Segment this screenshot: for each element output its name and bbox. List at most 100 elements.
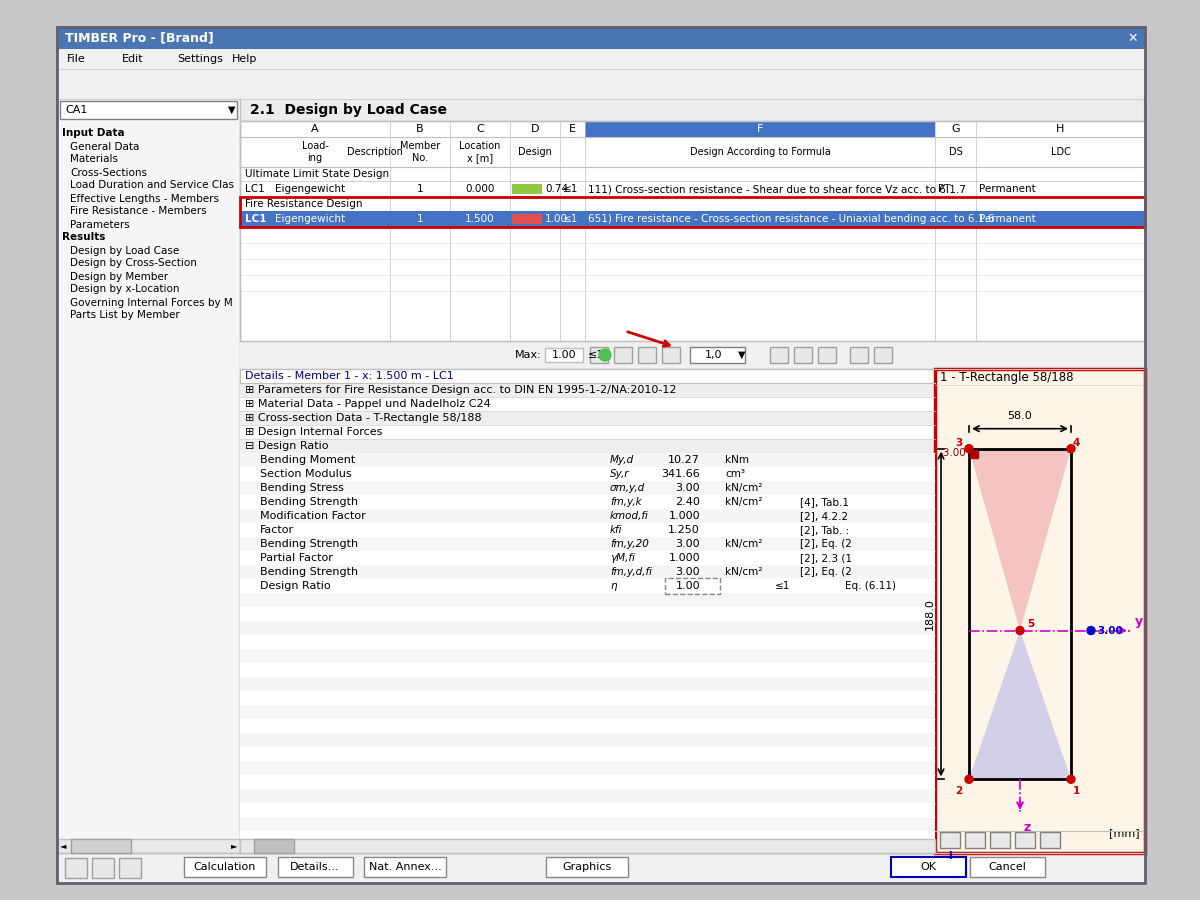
Bar [240, 649, 935, 663]
Text: kN/cm²: kN/cm² [725, 567, 762, 577]
Bar [240, 775, 935, 789]
Bar [240, 523, 935, 537]
Text: 4: 4 [1073, 437, 1080, 447]
Bar [240, 467, 935, 481]
Text: Settings: Settings [178, 54, 223, 64]
Text: Design: Design [518, 147, 552, 157]
Bar [240, 621, 935, 635]
Text: ▼: ▼ [228, 105, 235, 115]
Text: 2: 2 [955, 787, 962, 796]
Bar [240, 259, 1145, 275]
Bar [240, 789, 935, 803]
Text: LC1: LC1 [245, 214, 266, 224]
Bar [590, 347, 608, 363]
Bar [58, 853, 1145, 883]
Text: Input Data: Input Data [62, 129, 125, 139]
Text: ≤1: ≤1 [588, 350, 605, 360]
Text: Parameters: Parameters [70, 220, 130, 230]
Text: [2], Tab. :: [2], Tab. : [800, 525, 850, 535]
Bar [119, 858, 142, 878]
Text: i: i [948, 851, 952, 861]
Bar [240, 817, 935, 831]
Text: 1.000: 1.000 [668, 553, 700, 563]
Text: 2.40: 2.40 [676, 497, 700, 507]
Text: [2], Eq. (2: [2], Eq. (2 [800, 539, 852, 549]
Text: 1.00: 1.00 [552, 350, 576, 360]
Bar [638, 347, 656, 363]
Text: Design by x-Location: Design by x-Location [70, 284, 180, 294]
Bar [240, 453, 935, 467]
Bar [586, 121, 935, 137]
Bar [240, 593, 935, 607]
Bar [240, 243, 1145, 259]
Bar [240, 197, 1145, 211]
Text: γM,fi: γM,fi [610, 553, 635, 563]
Bar [662, 347, 680, 363]
Text: kmod,fi: kmod,fi [610, 511, 649, 521]
Circle shape [1067, 775, 1075, 783]
Text: E: E [569, 124, 576, 134]
Text: DS: DS [949, 147, 962, 157]
Bar [71, 839, 131, 853]
Text: 0.74: 0.74 [545, 184, 568, 194]
Text: Edit: Edit [122, 54, 144, 64]
Text: 1: 1 [416, 214, 424, 224]
Bar [240, 663, 935, 677]
Text: ⊞ Cross-section Data - T-Rectangle 58/188: ⊞ Cross-section Data - T-Rectangle 58/18… [245, 413, 481, 423]
Circle shape [599, 349, 611, 361]
Text: z: z [1024, 821, 1031, 834]
Text: LDC: LDC [1050, 147, 1070, 157]
Text: Effective Lengths - Members: Effective Lengths - Members [70, 194, 220, 203]
Text: Description: Description [347, 147, 403, 157]
Text: 1 - T-Rectangle 58/188: 1 - T-Rectangle 58/188 [940, 371, 1074, 383]
Circle shape [1087, 626, 1096, 634]
Bar [240, 579, 935, 593]
Text: Design Ratio: Design Ratio [260, 581, 331, 591]
Text: ▼: ▼ [738, 350, 745, 360]
Bar [240, 691, 935, 705]
Bar [240, 227, 1145, 243]
Bar [546, 857, 628, 877]
Text: 111) Cross-section resistance - Shear due to shear force Vz acc. to 6.1.7: 111) Cross-section resistance - Shear du… [588, 184, 966, 194]
Text: ◄: ◄ [60, 842, 66, 850]
Bar [240, 275, 1145, 291]
Bar [970, 857, 1045, 877]
Bar [1015, 832, 1034, 848]
Text: Eq. (6.11): Eq. (6.11) [845, 581, 896, 591]
Bar [254, 839, 294, 853]
Text: kN/cm²: kN/cm² [725, 483, 762, 493]
Text: A: A [311, 124, 319, 134]
Text: 10.27: 10.27 [668, 455, 700, 465]
Bar [240, 369, 935, 853]
Text: ⊞ Parameters for Fire Resistance Design acc. to DIN EN 1995-1-2/NA:2010-12: ⊞ Parameters for Fire Resistance Design … [245, 385, 677, 395]
Text: G: G [952, 124, 960, 134]
Text: Permanent: Permanent [979, 214, 1036, 224]
Bar [890, 857, 966, 877]
Bar [240, 439, 935, 453]
Bar [240, 121, 1145, 341]
Bar [58, 69, 1145, 99]
Text: [mm]: [mm] [1109, 828, 1140, 838]
Text: ⊟ Design Ratio: ⊟ Design Ratio [245, 441, 329, 451]
Bar [240, 197, 1145, 227]
Bar [240, 537, 935, 551]
Text: Nat. Annex...: Nat. Annex... [368, 862, 442, 872]
Bar [770, 347, 788, 363]
Bar [240, 705, 935, 719]
Bar [240, 341, 1145, 369]
Bar [240, 481, 935, 495]
Text: 651) Fire resistance - Cross-section resistance - Uniaxial bending acc. to 6.1.6: 651) Fire resistance - Cross-section res… [588, 214, 995, 224]
Bar [240, 839, 935, 853]
Bar [818, 347, 836, 363]
Circle shape [1067, 445, 1075, 453]
Text: CA1: CA1 [65, 105, 88, 115]
Bar [240, 677, 935, 691]
Text: Member
No.: Member No. [400, 141, 440, 163]
Text: My,d: My,d [610, 455, 635, 465]
Text: Bending Moment: Bending Moment [260, 455, 355, 465]
Text: Partial Factor: Partial Factor [260, 553, 332, 563]
Bar [240, 565, 935, 579]
Bar [850, 347, 868, 363]
Text: Ultimate Limit State Design: Ultimate Limit State Design [245, 169, 389, 179]
Text: Load-
ing: Load- ing [301, 141, 329, 163]
